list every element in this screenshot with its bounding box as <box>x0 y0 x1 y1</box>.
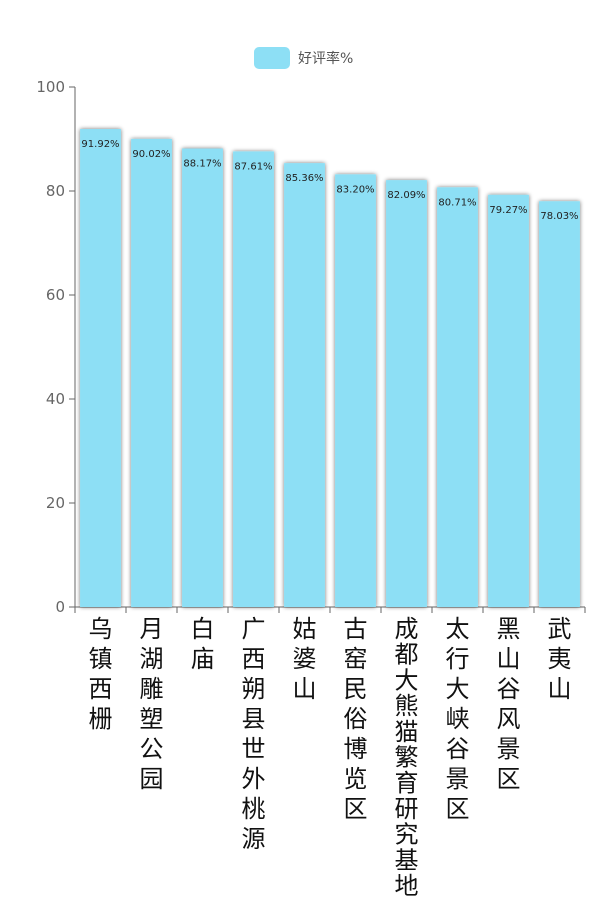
data-label: 91.92% <box>81 139 119 150</box>
x-tick-label: 白庙 <box>191 615 215 673</box>
data-label: 85.36% <box>285 173 323 184</box>
x-tick-label: 武夷山 <box>548 615 572 703</box>
x-tick-label: 古窑民俗博览区 <box>344 615 368 823</box>
bar[interactable] <box>131 138 172 607</box>
x-tick-label: 成都大熊猫繁育研究基地 <box>395 615 419 900</box>
y-tick-label: 0 <box>55 598 65 616</box>
data-label: 88.17% <box>183 159 221 170</box>
bar[interactable] <box>80 129 121 608</box>
data-label: 83.20% <box>336 184 374 195</box>
x-tick-label: 广西朔县世外桃源 <box>242 615 266 853</box>
legend-swatch[interactable] <box>254 47 290 69</box>
data-label: 90.02% <box>132 149 170 160</box>
bar[interactable] <box>437 187 478 608</box>
y-tick-label: 40 <box>46 390 65 408</box>
data-label: 82.09% <box>387 190 425 201</box>
bar[interactable] <box>182 148 223 608</box>
y-tick-label: 60 <box>46 286 65 304</box>
x-tick-label: 黑山谷风景区 <box>497 615 521 793</box>
bar[interactable] <box>386 180 427 607</box>
y-tick-label: 20 <box>46 494 65 512</box>
y-tick-label: 80 <box>46 182 65 200</box>
x-tick-label: 太行大峡谷景区 <box>446 615 470 823</box>
bar[interactable] <box>335 174 376 608</box>
data-label: 87.61% <box>234 161 272 172</box>
legend-label[interactable]: 好评率% <box>298 50 353 67</box>
bar[interactable] <box>233 151 274 608</box>
x-tick-label: 月湖雕塑公园 <box>140 615 164 793</box>
x-tick-label: 姑婆山 <box>293 615 317 703</box>
x-tick-label: 乌镇西栅 <box>89 615 113 733</box>
bar[interactable] <box>539 201 580 607</box>
bar[interactable] <box>284 163 325 608</box>
data-label: 79.27% <box>489 205 527 216</box>
y-tick-label: 100 <box>36 78 65 96</box>
data-label: 80.71% <box>438 197 476 208</box>
bar[interactable] <box>488 194 529 607</box>
data-label: 78.03% <box>540 211 578 222</box>
